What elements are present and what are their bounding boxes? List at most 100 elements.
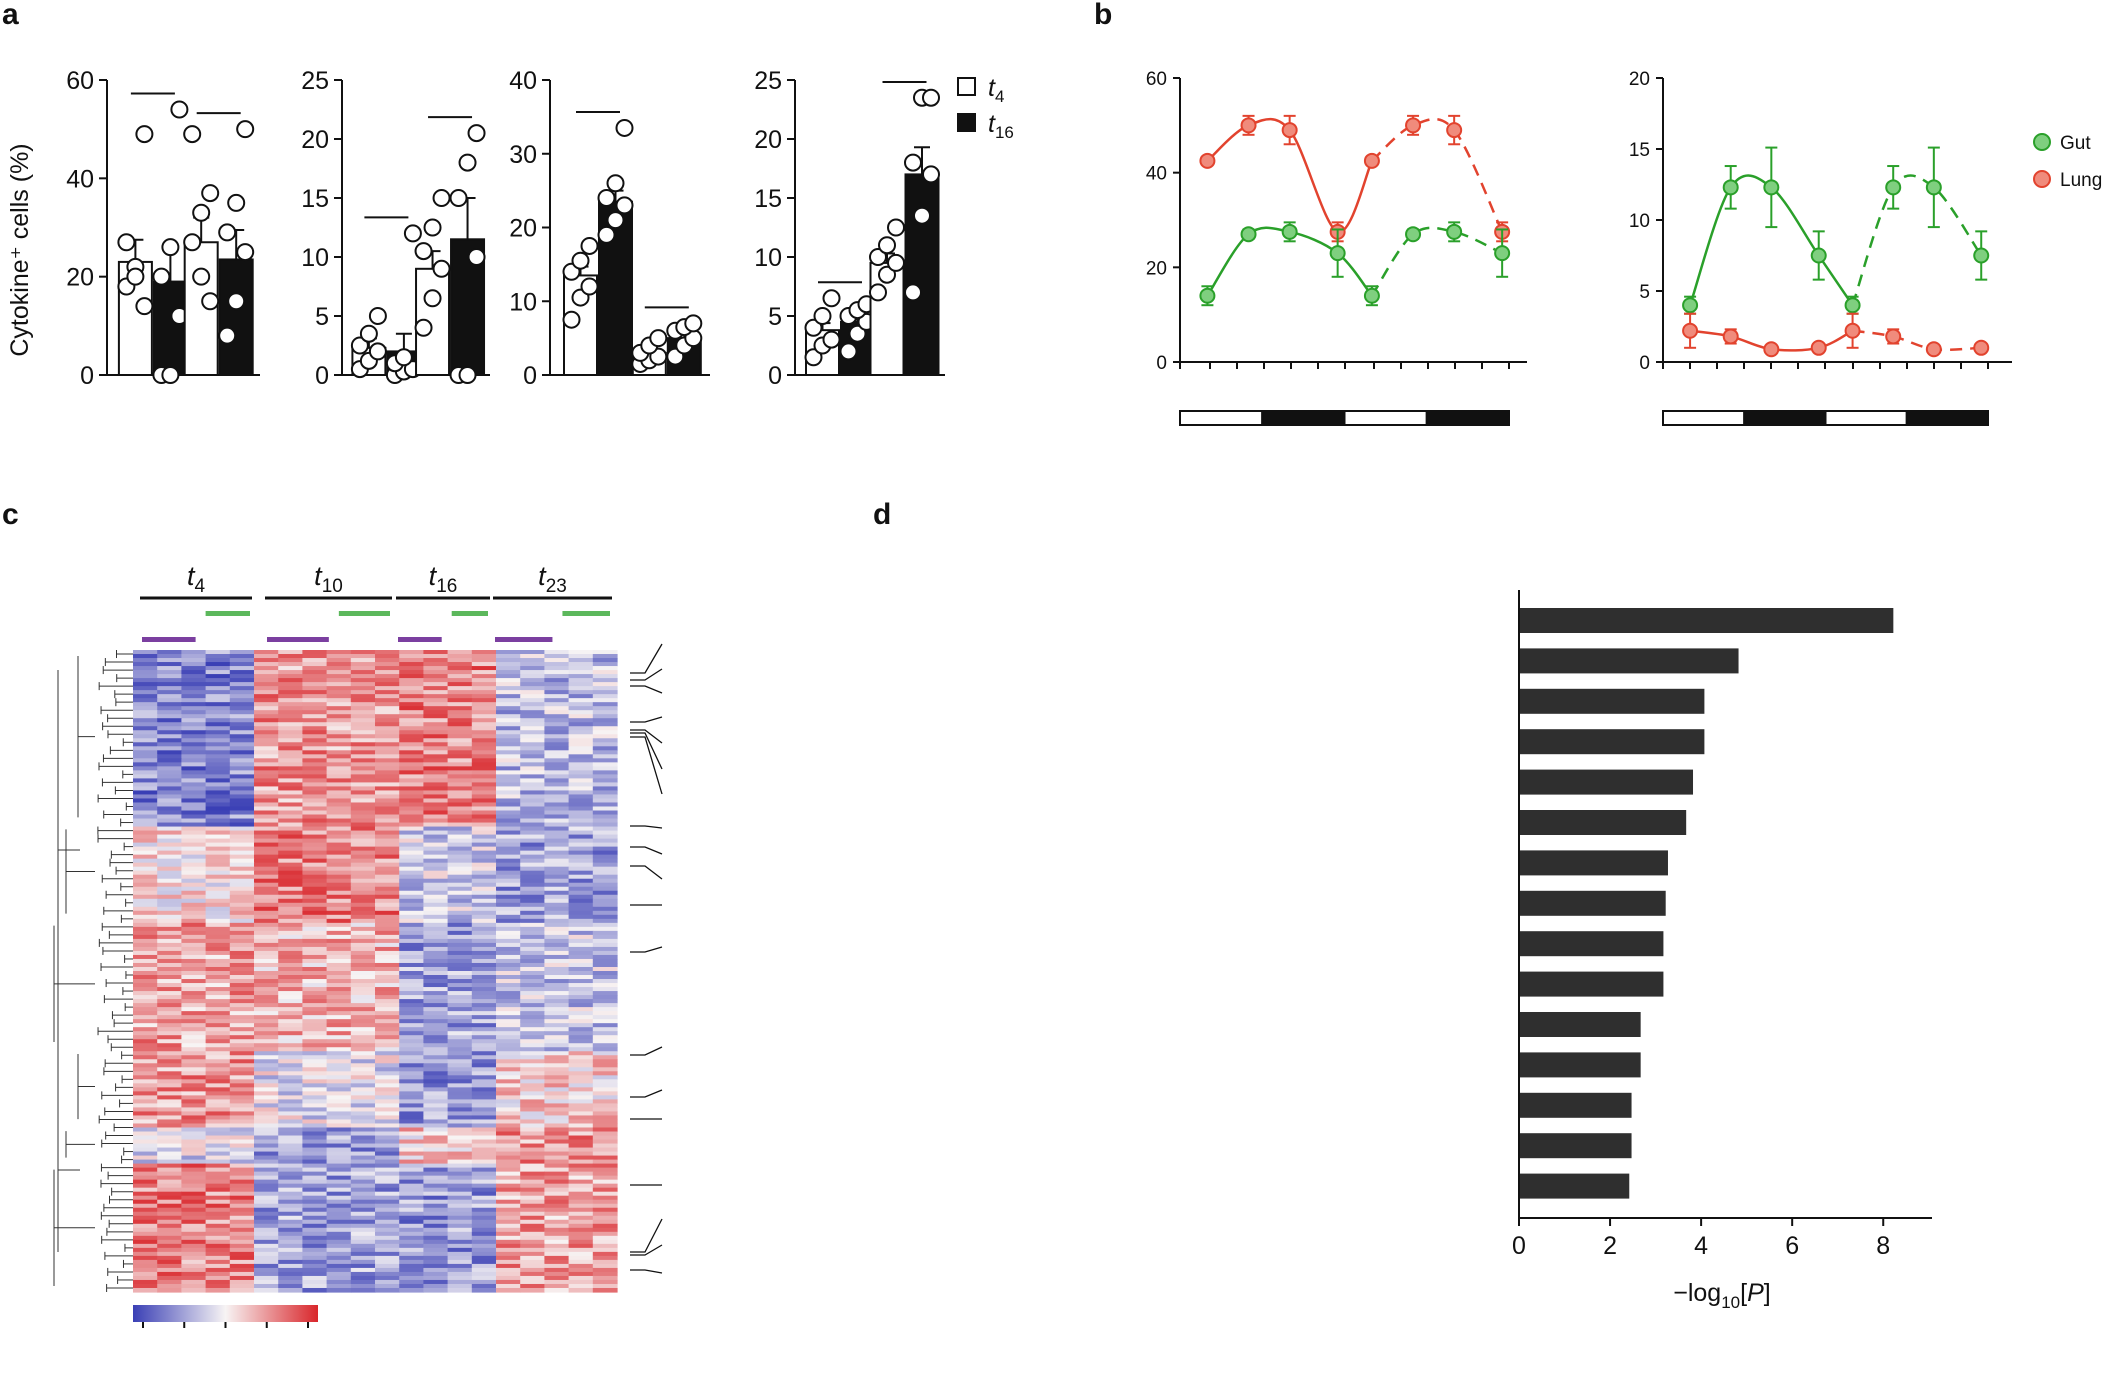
heatmap-cell <box>181 794 207 800</box>
heatmap-cell <box>326 1223 352 1229</box>
heatmap-cell <box>350 979 376 984</box>
heatmap-cell <box>133 922 158 928</box>
heatmap-cell <box>133 718 158 723</box>
heatmap-cell <box>496 1023 521 1028</box>
heatmap-cell <box>520 1223 545 1229</box>
heatmap-cell <box>181 1087 207 1092</box>
heatmap-cell <box>278 999 303 1004</box>
heatmap-cell <box>205 1203 231 1209</box>
heatmap-cell <box>302 774 328 779</box>
heatmap-cell <box>181 1255 207 1261</box>
heatmap-cell <box>423 870 449 876</box>
heatmap-cell <box>544 1179 570 1185</box>
heatmap-cell <box>423 1103 449 1109</box>
heatmap-cell <box>399 999 424 1004</box>
heatmap-cell <box>229 842 255 848</box>
heatmap-cell <box>399 1203 424 1209</box>
heatmap-cell <box>399 694 424 699</box>
heatmap-cell <box>350 1183 376 1189</box>
heatmap-cell <box>423 842 449 848</box>
heatmap-cell <box>447 914 473 920</box>
heatmap-cell <box>302 738 328 743</box>
heatmap-cell <box>375 979 400 984</box>
heatmap-cell <box>181 890 207 896</box>
heatmap-cell <box>471 878 497 884</box>
heatmap-cell <box>157 726 182 731</box>
bar-t16-2 <box>218 258 254 377</box>
heatmap-cell <box>399 886 424 892</box>
heatmap-cell <box>375 1219 400 1225</box>
heatmap-cell <box>544 1127 570 1133</box>
heatmap-cell <box>568 870 594 876</box>
heatmap-cell <box>205 730 231 735</box>
heatmap-cell <box>447 1003 473 1008</box>
heatmap-cell <box>350 714 376 719</box>
heatmap-cell <box>544 1259 570 1265</box>
heatmap-cell <box>181 1051 207 1056</box>
heatmap-cell <box>447 882 473 888</box>
heatmap-cell <box>399 742 424 747</box>
heatmap-cell <box>254 694 279 699</box>
heatmap-cell <box>471 1111 497 1117</box>
heatmap-cell <box>447 1087 473 1092</box>
heatmap-cell <box>447 1259 473 1265</box>
heatmap-cell <box>568 926 594 932</box>
heatmap-cell <box>326 1007 352 1012</box>
heatmap-cell <box>205 1063 231 1068</box>
heatmap-cell <box>205 754 231 759</box>
heatmap-cell <box>496 938 521 944</box>
heatmap-cell <box>278 670 303 675</box>
heatmap-cell <box>592 954 618 960</box>
heatmap-cell <box>254 971 279 976</box>
heatmap-cell <box>399 1199 424 1205</box>
heatmap-cell <box>350 794 376 800</box>
heatmap-cell <box>544 862 570 868</box>
heatmap-cell <box>375 1279 400 1285</box>
heatmap-cell <box>205 706 231 711</box>
heatmap-cell <box>181 1267 207 1273</box>
heatmap-cell <box>447 987 473 992</box>
heatmap-cell <box>350 790 376 796</box>
heatmap-cell <box>399 1127 424 1133</box>
heatmap-cell <box>181 922 207 928</box>
heatmap-cell <box>520 918 545 924</box>
heatmap-cell <box>157 898 182 904</box>
heatmap-cell <box>399 802 424 808</box>
heatmap-cell <box>181 842 207 848</box>
heatmap-cell <box>447 762 473 767</box>
heatmap-cell <box>423 902 449 908</box>
heatmap-cell <box>447 1007 473 1012</box>
heatmap-cell <box>157 866 182 872</box>
heatmap-cell <box>592 1227 618 1233</box>
ilc2-group-bar <box>267 637 329 642</box>
heatmap-cell <box>181 834 207 840</box>
heatmap-cell <box>496 874 521 880</box>
heatmap-cell <box>471 1255 497 1261</box>
heatmap-cell <box>181 1035 207 1040</box>
heatmap-cell <box>278 1191 303 1197</box>
heatmap-cell <box>447 1171 473 1177</box>
heatmap-cell <box>399 882 424 888</box>
heatmap-cell <box>399 1231 424 1237</box>
heatmap-cell <box>447 1159 473 1165</box>
y-tick-label: 0 <box>80 362 94 390</box>
heatmap-cell <box>278 658 303 663</box>
heatmap-cell <box>157 658 182 663</box>
heatmap-cell <box>520 975 545 980</box>
heatmap-cell <box>544 1079 570 1084</box>
heatmap-cell <box>520 1127 545 1133</box>
heatmap-cell <box>278 1079 303 1084</box>
heatmap-cell <box>133 802 158 808</box>
heatmap-cell <box>133 1111 158 1117</box>
heatmap-cell <box>133 1011 158 1016</box>
heatmap-cell <box>181 798 207 804</box>
heatmap-cell <box>520 894 545 900</box>
heatmap-cell <box>254 790 279 796</box>
heatmap-cell <box>447 1099 473 1105</box>
heatmap-cell <box>229 770 255 775</box>
heatmap-cell <box>399 834 424 840</box>
heatmap-cell <box>350 1115 376 1121</box>
heatmap-cell <box>157 650 182 655</box>
heatmap-cell <box>544 1227 570 1233</box>
heatmap-cell <box>350 1203 376 1209</box>
